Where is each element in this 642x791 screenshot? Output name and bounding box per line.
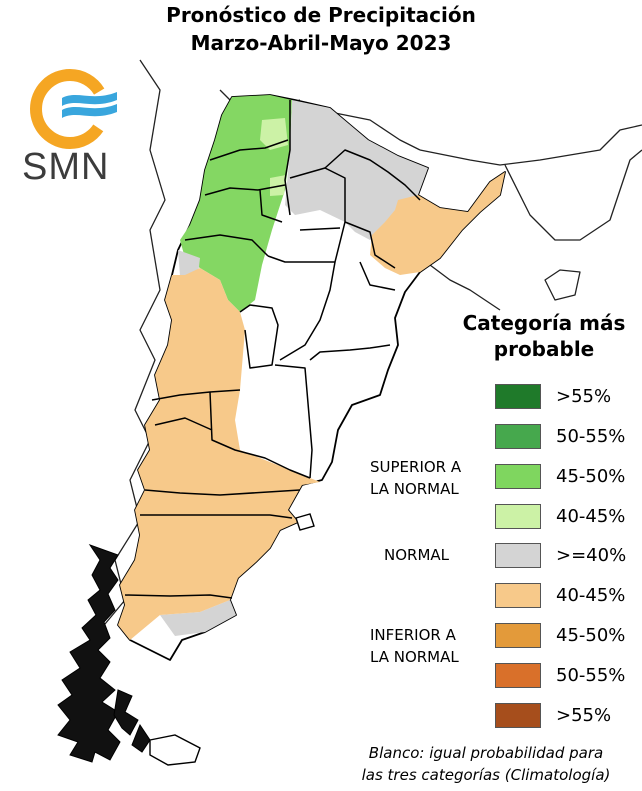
region-normal-patagonia — [160, 600, 236, 636]
legend-swatch — [495, 504, 541, 529]
category-inferior-line2: LA NORMAL — [370, 648, 459, 666]
legend-swatch — [495, 424, 541, 449]
region-inferior-northeast — [370, 172, 505, 275]
legend-label: >55% — [556, 386, 612, 407]
legend-swatch — [495, 663, 541, 688]
category-superior-line1: SUPERIOR A — [370, 458, 462, 476]
region-normal-north — [285, 100, 428, 240]
note-line1: Blanco: igual probabilidad para — [368, 744, 604, 762]
smn-logo-text: SMN — [22, 146, 110, 188]
smn-logo-icon — [30, 69, 117, 149]
region-superior-45-50 — [180, 95, 292, 312]
region-normal-west — [178, 250, 200, 276]
legend-swatch — [495, 543, 541, 568]
region-superior-40-45-b — [270, 175, 286, 196]
legend-swatch — [495, 623, 541, 648]
legend-label: 40-45% — [556, 506, 626, 527]
category-inferior: INFERIOR A LA NORMAL — [370, 624, 459, 668]
map-title-line2: Marzo-Abril-Mayo 2023 — [190, 31, 452, 55]
region-inferior-west — [118, 268, 320, 640]
legend-label: 40-45% — [556, 585, 626, 606]
legend-title-line1: Categoría más — [462, 311, 626, 335]
legend-swatch — [495, 583, 541, 608]
category-normal: NORMAL — [384, 546, 450, 564]
forecast-regions — [118, 95, 505, 640]
legend-title-line2: probable — [493, 337, 595, 361]
legend-swatch — [495, 464, 541, 489]
note-line2: las tres categorías (Climatología) — [361, 766, 611, 784]
category-inferior-line1: INFERIOR A — [370, 626, 456, 644]
province-borders — [124, 100, 421, 599]
category-superior: SUPERIOR A LA NORMAL — [370, 456, 461, 500]
legend-swatch — [495, 703, 541, 728]
legend-label: 50-55% — [556, 665, 626, 686]
legend-label: >=40% — [556, 545, 627, 566]
legend-title: Categoría más probable — [446, 310, 642, 362]
islands — [149, 513, 315, 766]
legend-label: 50-55% — [556, 426, 626, 447]
legend-swatch — [495, 384, 541, 409]
map-title-line1: Pronóstico de Precipitación — [166, 3, 476, 27]
chile-coast — [57, 544, 151, 763]
legend-label: 45-50% — [556, 625, 626, 646]
legend-label: >55% — [556, 705, 612, 726]
legend-label: 45-50% — [556, 466, 626, 487]
category-superior-line2: LA NORMAL — [370, 480, 459, 498]
neighbor-borders — [99, 59, 642, 631]
